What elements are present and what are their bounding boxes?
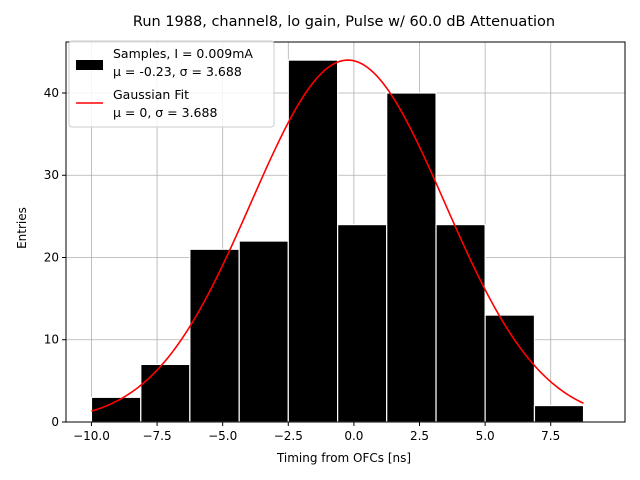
y-tick-label: 20: [44, 250, 59, 264]
y-axis-label: Entries: [15, 207, 29, 249]
histogram-bar: [484, 314, 536, 423]
legend-fit-label-1: Gaussian Fit: [113, 87, 189, 102]
legend-samples-label-2: μ = -0.23, σ = 3.688: [113, 64, 242, 79]
ticks: −10.0 −7.5 −5.0 −2.5 0.0 2.5 5.0 7.5 0 10 20 30 40: [44, 86, 561, 443]
histogram-bar: [337, 223, 388, 423]
fit-curve-group: [91, 59, 584, 412]
gaussian-fit-line: [91, 59, 584, 412]
histogram-bar: [533, 404, 585, 423]
x-tick-label: −2.5: [274, 429, 303, 443]
legend-frame: [68, 40, 275, 128]
legend-samples-swatch: [76, 60, 103, 70]
axes: [65, 41, 626, 423]
y-tick-label: 40: [44, 86, 59, 100]
histogram-bar: [386, 92, 437, 423]
y-tick-label: 30: [44, 168, 59, 182]
x-tick-label: 5.0: [476, 429, 495, 443]
x-tick-label: −5.0: [208, 429, 237, 443]
histogram-bar: [238, 240, 289, 423]
y-tick-label: 0: [51, 415, 59, 429]
histogram-bar: [140, 363, 191, 423]
y-tick-label: 10: [44, 333, 59, 347]
x-tick-label: 7.5: [541, 429, 560, 443]
x-tick-label: 2.5: [410, 429, 429, 443]
x-tick-label: −10.0: [73, 429, 110, 443]
histogram-bar: [287, 59, 339, 423]
x-tick-label: 0.0: [344, 429, 363, 443]
legend-samples-label-1: Samples, I = 0.009mA: [113, 46, 253, 61]
legend-fit-label-2: μ = 0, σ = 3.688: [113, 105, 217, 120]
histogram-bar: [435, 223, 486, 423]
plot-frame: [65, 41, 626, 423]
x-axis-label: Timing from OFCs [ns]: [276, 451, 411, 465]
x-tick-label: −7.5: [142, 429, 171, 443]
histogram-bar: [189, 248, 240, 423]
chart-title: Run 1988, channel8, lo gain, Pulse w/ 60…: [133, 14, 555, 30]
bars: [90, 59, 585, 423]
legend: Samples, I = 0.009mA μ = -0.23, σ = 3.68…: [68, 40, 275, 128]
